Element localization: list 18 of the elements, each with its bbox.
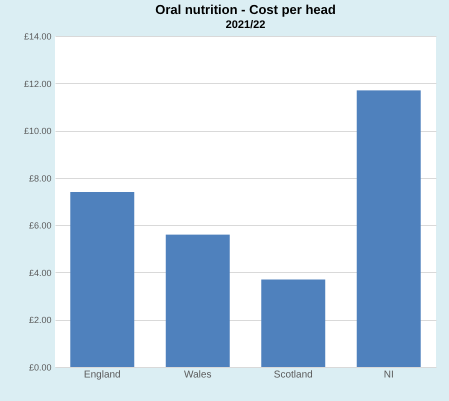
y-tick-label: £10.00 (24, 126, 52, 136)
bar (166, 234, 230, 367)
x-tick-label: Wales (184, 370, 212, 380)
y-tick-label: £8.00 (28, 173, 52, 184)
chart-subtitle: 2021/22 (226, 19, 266, 31)
chart-title: Oral nutrition - Cost per head (155, 2, 336, 17)
y-tick-label: £0.00 (28, 362, 52, 372)
y-tick-label: £6.00 (28, 220, 52, 231)
x-tick-label: Scotland (274, 370, 313, 380)
x-tick-label: NI (384, 370, 394, 380)
y-tick-label: £2.00 (28, 315, 52, 326)
bar (261, 280, 326, 367)
bar (356, 90, 421, 367)
bar (70, 192, 134, 367)
y-tick-label: £4.00 (28, 268, 52, 278)
y-tick-label: £12.00 (24, 78, 52, 89)
x-tick-label: England (84, 370, 121, 380)
y-tick-label: £14.00 (24, 32, 52, 42)
